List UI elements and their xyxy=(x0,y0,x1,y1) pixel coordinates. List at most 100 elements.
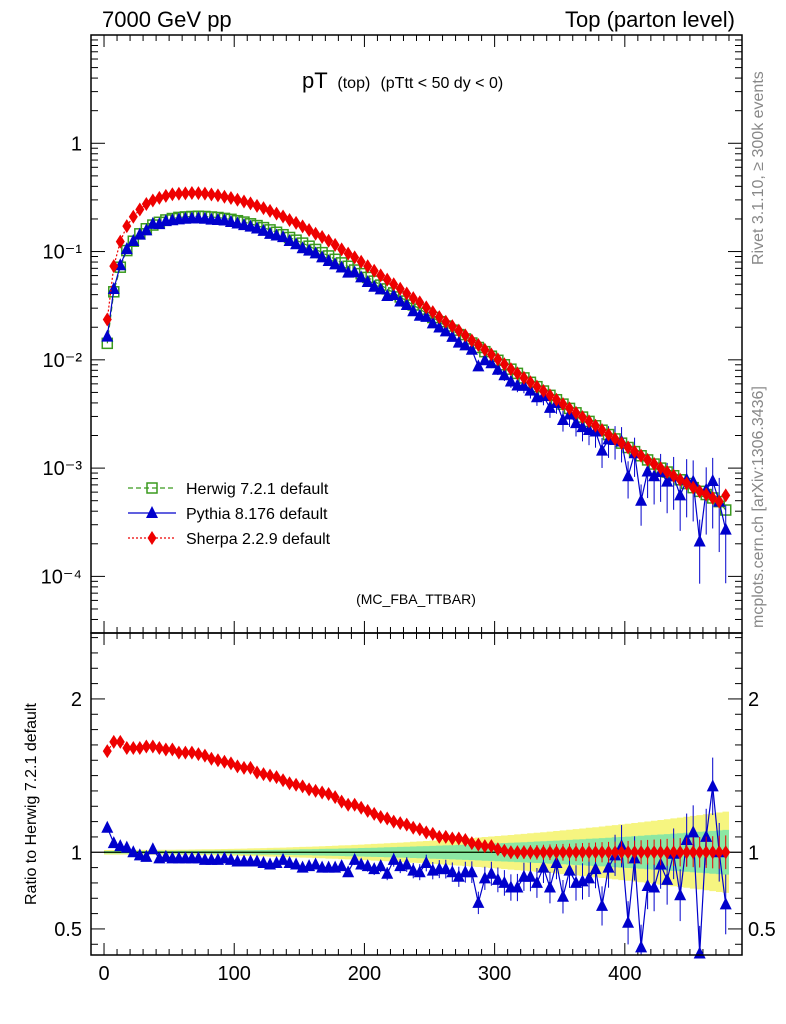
pythia-point xyxy=(472,359,485,372)
sherpa-ratio-point xyxy=(688,845,698,860)
sherpa-ratio-point xyxy=(493,842,503,857)
sherpa-ratio-point xyxy=(376,810,386,824)
pythia-point xyxy=(706,474,719,487)
sherpa-point xyxy=(356,254,366,269)
pythia-ratio-point xyxy=(485,866,498,879)
sherpa-ratio-point xyxy=(441,829,451,844)
sherpa-point xyxy=(519,370,529,385)
pythia-point xyxy=(576,420,589,433)
pythia-point xyxy=(153,217,166,230)
x-tick-label: 0 xyxy=(98,963,109,985)
sherpa-point xyxy=(649,457,659,472)
sherpa-ratio-point xyxy=(161,742,171,757)
rivet-version-label: Rivet 3.1.10, ≥ 300k events xyxy=(750,71,767,265)
pythia-ratio-point xyxy=(491,872,504,885)
sherpa-point xyxy=(506,362,516,377)
pythia-point xyxy=(485,356,498,369)
sherpa-ratio-point xyxy=(617,845,627,860)
sherpa-point xyxy=(623,440,633,455)
sherpa-point xyxy=(460,328,470,343)
sherpa-point xyxy=(148,193,158,208)
sherpa-point xyxy=(239,194,249,209)
sherpa-ratio-point xyxy=(245,760,255,775)
legend-label-herwig: Herwig 7.2.1 default xyxy=(186,481,329,498)
sherpa-point xyxy=(154,190,164,205)
sherpa-ratio-point xyxy=(584,845,594,860)
sherpa-point xyxy=(363,259,373,274)
pythia-ratio-point xyxy=(589,862,602,875)
sherpa-point xyxy=(610,431,620,446)
pythia-point xyxy=(133,227,146,240)
sherpa-ratio-point xyxy=(578,845,588,860)
sherpa-point xyxy=(415,295,425,310)
sherpa-point xyxy=(545,388,555,403)
pythia-point xyxy=(524,383,537,396)
sherpa-ratio-point xyxy=(193,747,203,762)
pythia-ratio-point xyxy=(524,869,537,882)
sherpa-ratio-point xyxy=(317,785,327,800)
pythia-ratio-point xyxy=(400,857,413,870)
x-tick-label: 100 xyxy=(218,963,251,985)
sherpa-point xyxy=(389,277,399,292)
sherpa-ratio-point xyxy=(428,826,438,841)
pythia-ratio-point xyxy=(368,862,381,875)
sherpa-point xyxy=(219,189,229,204)
y-tick-label: 10⁻² xyxy=(43,350,83,372)
sherpa-point xyxy=(259,201,269,216)
ratio-y-tick-label-right: 2 xyxy=(748,689,759,711)
pythia-point xyxy=(316,250,329,263)
sherpa-ratio-point xyxy=(337,794,347,809)
pythia-point xyxy=(387,288,400,301)
y-tick-label: 10⁻⁴ xyxy=(41,566,82,588)
pythia-ratio-point xyxy=(439,862,452,875)
pythia-point xyxy=(322,254,335,267)
pythia-ratio-point xyxy=(478,871,491,884)
sherpa-point xyxy=(721,488,731,503)
sherpa-point xyxy=(499,357,509,372)
pythia-point xyxy=(303,243,316,256)
sherpa-point xyxy=(200,186,210,201)
sherpa-ratio-point xyxy=(434,829,444,844)
pythia-ratio-point xyxy=(700,829,713,842)
sherpa-ratio-point xyxy=(604,845,614,860)
sherpa-ratio-point xyxy=(369,806,379,821)
pythia-ratio-point xyxy=(674,888,687,901)
pythia-ratio-point xyxy=(543,880,556,893)
pythia-point xyxy=(355,270,368,283)
pythia-ratio-point xyxy=(342,865,355,878)
ratio-y-tick-label: 2 xyxy=(71,689,82,711)
sherpa-ratio-point xyxy=(122,741,132,755)
pythia-point xyxy=(120,242,133,255)
mcplots-label: mcplots.cern.ch [arXiv:1306.3436] xyxy=(750,386,767,628)
pythia-ratio-point xyxy=(309,857,322,870)
ratio-series xyxy=(101,734,732,959)
sherpa-point xyxy=(564,401,574,416)
pythia-ratio-point xyxy=(719,897,732,910)
pythia-ratio-point xyxy=(550,856,563,868)
sherpa-point xyxy=(408,291,418,306)
sherpa-ratio-point xyxy=(454,831,464,846)
sherpa-ratio-point xyxy=(415,822,425,837)
legend-marker-herwig xyxy=(146,482,158,494)
sherpa-ratio-point xyxy=(252,765,262,780)
y-tick-label: 10⁻¹ xyxy=(43,242,83,264)
pythia-point xyxy=(674,488,687,501)
sherpa-point xyxy=(571,405,581,420)
sherpa-ratio-point xyxy=(558,845,568,860)
sherpa-ratio-point xyxy=(154,741,164,755)
pythia-point xyxy=(290,237,303,250)
sherpa-point xyxy=(630,444,640,459)
tick-labels: 0 100 200 300 400 1 10⁻¹ 10⁻² 10⁻³ 10⁻⁴ 2 2 1 1 0.5 0.5 xyxy=(41,133,776,985)
pythia-point xyxy=(140,223,153,236)
pythia-point xyxy=(335,260,348,273)
sherpa-point xyxy=(122,219,132,234)
sherpa-point xyxy=(636,448,646,463)
sherpa-point xyxy=(206,187,216,202)
sherpa-point xyxy=(454,323,464,338)
pythia-ratio-point xyxy=(270,856,283,868)
x-tick-label: 300 xyxy=(478,963,511,985)
pythia-point xyxy=(693,534,706,547)
header-right: Top (parton level) xyxy=(565,7,735,32)
sherpa-point xyxy=(402,286,412,301)
